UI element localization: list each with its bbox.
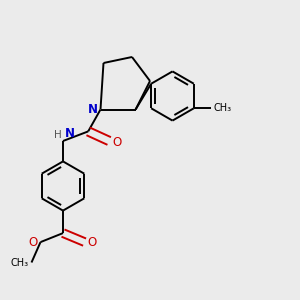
Text: H: H <box>54 130 61 140</box>
Text: CH₃: CH₃ <box>213 103 231 113</box>
Text: N: N <box>88 103 98 116</box>
Text: O: O <box>29 236 38 249</box>
Text: CH₃: CH₃ <box>11 257 29 268</box>
Text: N: N <box>64 128 74 140</box>
Text: O: O <box>112 136 122 149</box>
Text: O: O <box>87 236 96 249</box>
